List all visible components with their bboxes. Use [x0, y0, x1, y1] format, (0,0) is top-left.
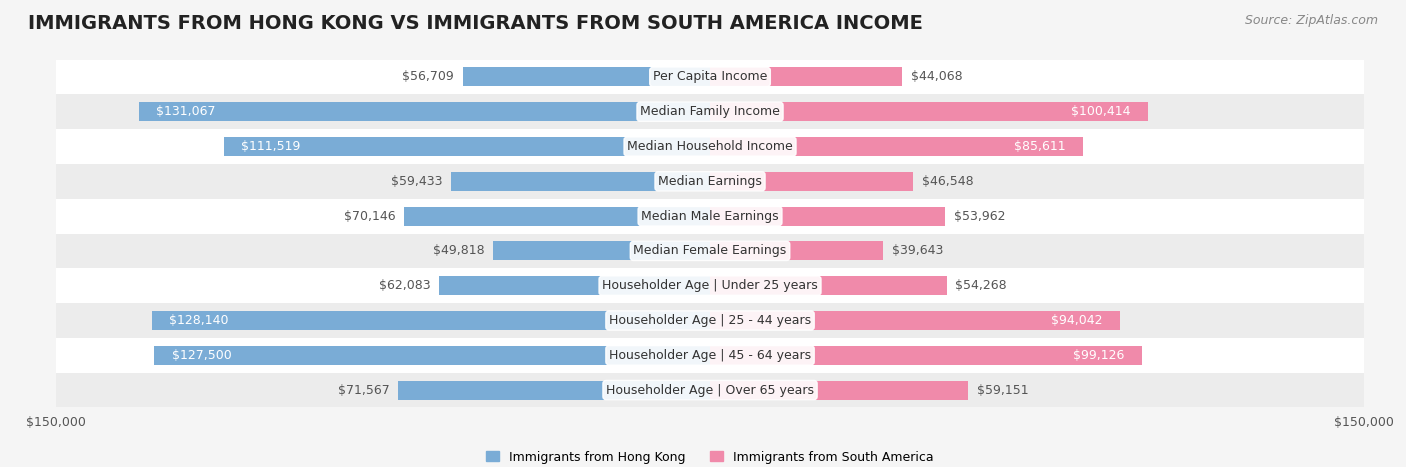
Bar — [710, 102, 1147, 121]
Bar — [155, 346, 710, 365]
Bar — [710, 346, 1142, 365]
Bar — [56, 198, 1364, 234]
Bar — [710, 241, 883, 261]
Bar — [710, 311, 1121, 330]
Text: Median Female Earnings: Median Female Earnings — [634, 244, 786, 257]
Text: $128,140: $128,140 — [169, 314, 228, 327]
Text: Median Household Income: Median Household Income — [627, 140, 793, 153]
Bar — [405, 206, 710, 226]
Text: $46,548: $46,548 — [921, 175, 973, 188]
Bar — [56, 164, 1364, 198]
Text: $49,818: $49,818 — [433, 244, 484, 257]
Text: $99,126: $99,126 — [1073, 349, 1125, 362]
Text: $39,643: $39,643 — [891, 244, 943, 257]
Bar — [710, 276, 946, 295]
Text: $127,500: $127,500 — [172, 349, 232, 362]
Bar — [152, 311, 710, 330]
Text: $44,068: $44,068 — [911, 71, 963, 84]
Bar — [56, 373, 1364, 408]
Text: Householder Age | Under 25 years: Householder Age | Under 25 years — [602, 279, 818, 292]
Text: Per Capita Income: Per Capita Income — [652, 71, 768, 84]
Bar — [56, 338, 1364, 373]
Text: $111,519: $111,519 — [242, 140, 301, 153]
Bar — [398, 381, 710, 400]
Text: Householder Age | 25 - 44 years: Householder Age | 25 - 44 years — [609, 314, 811, 327]
Text: Median Male Earnings: Median Male Earnings — [641, 210, 779, 223]
Text: Median Earnings: Median Earnings — [658, 175, 762, 188]
Bar — [56, 94, 1364, 129]
Bar — [56, 269, 1364, 303]
Text: IMMIGRANTS FROM HONG KONG VS IMMIGRANTS FROM SOUTH AMERICA INCOME: IMMIGRANTS FROM HONG KONG VS IMMIGRANTS … — [28, 14, 922, 33]
Bar — [451, 172, 710, 191]
Text: $131,067: $131,067 — [156, 105, 215, 118]
Bar — [710, 381, 967, 400]
Text: $94,042: $94,042 — [1052, 314, 1102, 327]
Bar — [710, 206, 945, 226]
Text: $71,567: $71,567 — [337, 383, 389, 396]
Text: $59,433: $59,433 — [391, 175, 443, 188]
Bar — [139, 102, 710, 121]
Bar — [56, 234, 1364, 269]
Text: Median Family Income: Median Family Income — [640, 105, 780, 118]
Text: Source: ZipAtlas.com: Source: ZipAtlas.com — [1244, 14, 1378, 27]
Text: $62,083: $62,083 — [380, 279, 430, 292]
Bar — [224, 137, 710, 156]
Bar — [463, 67, 710, 86]
Bar — [710, 172, 912, 191]
Bar — [494, 241, 710, 261]
Text: $85,611: $85,611 — [1014, 140, 1066, 153]
Legend: Immigrants from Hong Kong, Immigrants from South America: Immigrants from Hong Kong, Immigrants fr… — [481, 446, 939, 467]
Text: $59,151: $59,151 — [977, 383, 1028, 396]
Bar — [56, 303, 1364, 338]
Bar — [440, 276, 710, 295]
Text: $56,709: $56,709 — [402, 71, 454, 84]
Bar — [56, 129, 1364, 164]
Text: Householder Age | Over 65 years: Householder Age | Over 65 years — [606, 383, 814, 396]
Text: $53,962: $53,962 — [953, 210, 1005, 223]
Bar — [710, 67, 903, 86]
Bar — [710, 137, 1083, 156]
Text: $70,146: $70,146 — [344, 210, 395, 223]
Text: $54,268: $54,268 — [955, 279, 1007, 292]
Text: Householder Age | 45 - 64 years: Householder Age | 45 - 64 years — [609, 349, 811, 362]
Bar — [56, 59, 1364, 94]
Text: $100,414: $100,414 — [1071, 105, 1130, 118]
